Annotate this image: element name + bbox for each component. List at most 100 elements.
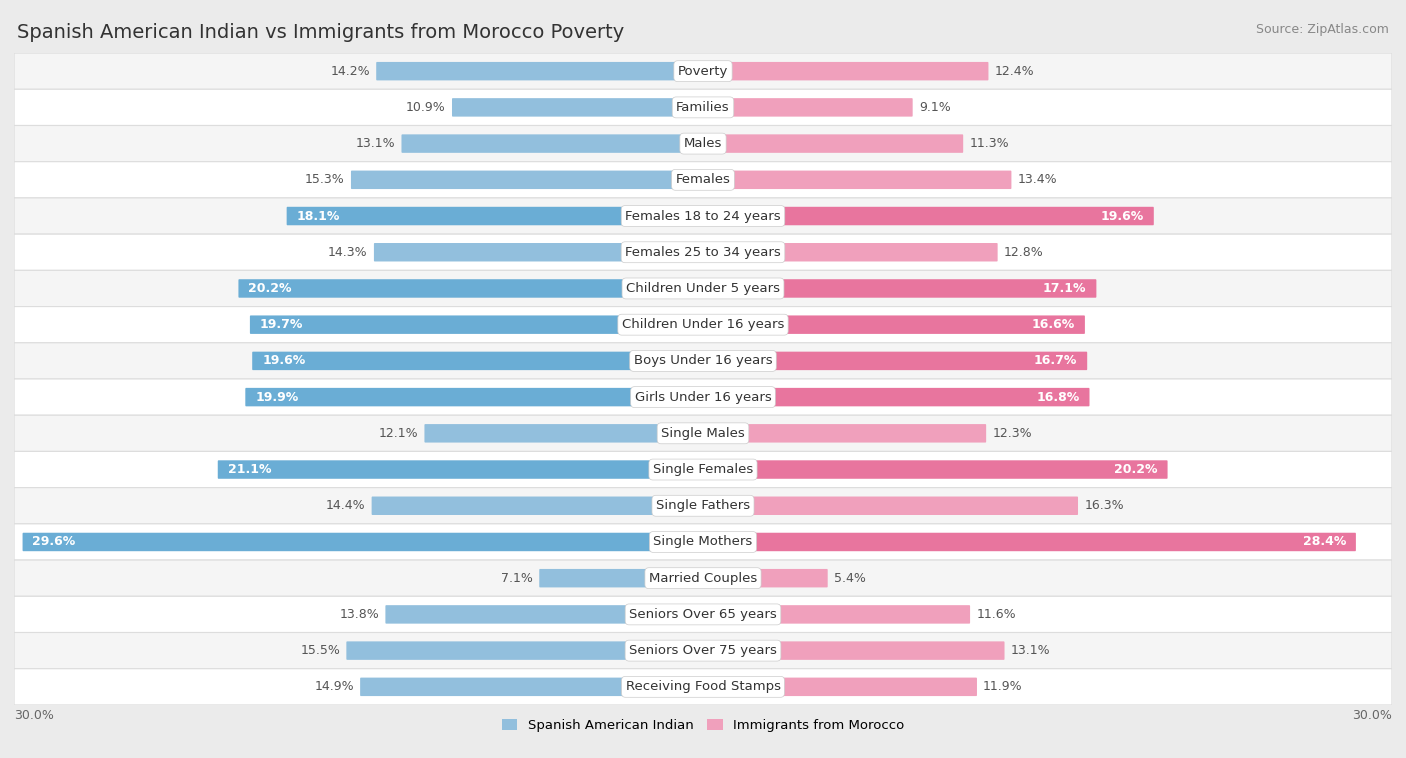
FancyBboxPatch shape bbox=[14, 415, 1392, 452]
FancyBboxPatch shape bbox=[703, 207, 1154, 225]
FancyBboxPatch shape bbox=[252, 352, 703, 370]
Text: Boys Under 16 years: Boys Under 16 years bbox=[634, 355, 772, 368]
FancyBboxPatch shape bbox=[703, 62, 988, 80]
FancyBboxPatch shape bbox=[14, 343, 1392, 379]
FancyBboxPatch shape bbox=[14, 560, 1392, 597]
FancyBboxPatch shape bbox=[703, 569, 828, 587]
FancyBboxPatch shape bbox=[14, 632, 1392, 669]
Text: 14.2%: 14.2% bbox=[330, 64, 370, 77]
FancyBboxPatch shape bbox=[703, 678, 977, 696]
Text: Seniors Over 65 years: Seniors Over 65 years bbox=[628, 608, 778, 621]
FancyBboxPatch shape bbox=[385, 605, 703, 624]
FancyBboxPatch shape bbox=[703, 98, 912, 117]
Text: 12.1%: 12.1% bbox=[378, 427, 418, 440]
Text: 28.4%: 28.4% bbox=[1302, 535, 1346, 549]
Text: 14.9%: 14.9% bbox=[315, 681, 354, 694]
FancyBboxPatch shape bbox=[14, 126, 1392, 161]
FancyBboxPatch shape bbox=[14, 53, 1392, 89]
Text: 17.1%: 17.1% bbox=[1043, 282, 1087, 295]
FancyBboxPatch shape bbox=[287, 207, 703, 225]
FancyBboxPatch shape bbox=[239, 279, 703, 298]
Text: Single Females: Single Females bbox=[652, 463, 754, 476]
Text: Families: Families bbox=[676, 101, 730, 114]
FancyBboxPatch shape bbox=[703, 641, 1004, 660]
FancyBboxPatch shape bbox=[402, 134, 703, 153]
Text: Single Fathers: Single Fathers bbox=[657, 500, 749, 512]
FancyBboxPatch shape bbox=[360, 678, 703, 696]
FancyBboxPatch shape bbox=[540, 569, 703, 587]
Text: 29.6%: 29.6% bbox=[32, 535, 76, 549]
Text: Children Under 16 years: Children Under 16 years bbox=[621, 318, 785, 331]
Text: 12.3%: 12.3% bbox=[993, 427, 1032, 440]
Text: 12.8%: 12.8% bbox=[1004, 246, 1043, 258]
FancyBboxPatch shape bbox=[451, 98, 703, 117]
FancyBboxPatch shape bbox=[703, 352, 1087, 370]
FancyBboxPatch shape bbox=[374, 243, 703, 262]
FancyBboxPatch shape bbox=[703, 460, 1167, 479]
Text: Males: Males bbox=[683, 137, 723, 150]
Text: 16.8%: 16.8% bbox=[1036, 390, 1080, 403]
FancyBboxPatch shape bbox=[14, 271, 1392, 306]
FancyBboxPatch shape bbox=[22, 533, 703, 551]
Text: 20.2%: 20.2% bbox=[1114, 463, 1157, 476]
FancyBboxPatch shape bbox=[703, 279, 1097, 298]
FancyBboxPatch shape bbox=[14, 198, 1392, 234]
FancyBboxPatch shape bbox=[377, 62, 703, 80]
Text: Source: ZipAtlas.com: Source: ZipAtlas.com bbox=[1256, 23, 1389, 36]
Text: Married Couples: Married Couples bbox=[650, 572, 756, 584]
FancyBboxPatch shape bbox=[703, 171, 1011, 189]
FancyBboxPatch shape bbox=[14, 379, 1392, 415]
Text: 12.4%: 12.4% bbox=[994, 64, 1035, 77]
Text: 7.1%: 7.1% bbox=[501, 572, 533, 584]
Text: 16.7%: 16.7% bbox=[1033, 355, 1077, 368]
FancyBboxPatch shape bbox=[14, 234, 1392, 271]
Text: 30.0%: 30.0% bbox=[1353, 709, 1392, 722]
Text: 14.3%: 14.3% bbox=[328, 246, 368, 258]
FancyBboxPatch shape bbox=[703, 496, 1078, 515]
Text: 21.1%: 21.1% bbox=[228, 463, 271, 476]
Text: 16.6%: 16.6% bbox=[1032, 318, 1076, 331]
FancyBboxPatch shape bbox=[14, 161, 1392, 198]
Text: Single Mothers: Single Mothers bbox=[654, 535, 752, 549]
Text: Females 18 to 24 years: Females 18 to 24 years bbox=[626, 209, 780, 223]
Text: Single Males: Single Males bbox=[661, 427, 745, 440]
Text: 14.4%: 14.4% bbox=[326, 500, 366, 512]
Text: 19.7%: 19.7% bbox=[260, 318, 304, 331]
FancyBboxPatch shape bbox=[703, 388, 1090, 406]
Text: 5.4%: 5.4% bbox=[834, 572, 866, 584]
Text: 9.1%: 9.1% bbox=[920, 101, 950, 114]
FancyBboxPatch shape bbox=[703, 134, 963, 153]
FancyBboxPatch shape bbox=[245, 388, 703, 406]
Text: 20.2%: 20.2% bbox=[249, 282, 292, 295]
FancyBboxPatch shape bbox=[371, 496, 703, 515]
Text: 19.6%: 19.6% bbox=[1101, 209, 1144, 223]
Text: Children Under 5 years: Children Under 5 years bbox=[626, 282, 780, 295]
FancyBboxPatch shape bbox=[703, 315, 1085, 334]
FancyBboxPatch shape bbox=[14, 306, 1392, 343]
Text: 10.9%: 10.9% bbox=[406, 101, 446, 114]
Text: 11.6%: 11.6% bbox=[976, 608, 1017, 621]
FancyBboxPatch shape bbox=[250, 315, 703, 334]
Text: 11.9%: 11.9% bbox=[983, 681, 1022, 694]
FancyBboxPatch shape bbox=[352, 171, 703, 189]
Text: Poverty: Poverty bbox=[678, 64, 728, 77]
Text: 15.3%: 15.3% bbox=[305, 174, 344, 186]
Text: 11.3%: 11.3% bbox=[969, 137, 1010, 150]
Text: Seniors Over 75 years: Seniors Over 75 years bbox=[628, 644, 778, 657]
FancyBboxPatch shape bbox=[703, 243, 998, 262]
FancyBboxPatch shape bbox=[14, 597, 1392, 632]
Text: Girls Under 16 years: Girls Under 16 years bbox=[634, 390, 772, 403]
FancyBboxPatch shape bbox=[425, 424, 703, 443]
Text: 18.1%: 18.1% bbox=[297, 209, 340, 223]
Text: 30.0%: 30.0% bbox=[14, 709, 53, 722]
Text: Receiving Food Stamps: Receiving Food Stamps bbox=[626, 681, 780, 694]
Text: Females 25 to 34 years: Females 25 to 34 years bbox=[626, 246, 780, 258]
Legend: Spanish American Indian, Immigrants from Morocco: Spanish American Indian, Immigrants from… bbox=[496, 714, 910, 738]
FancyBboxPatch shape bbox=[14, 452, 1392, 487]
Text: 19.9%: 19.9% bbox=[256, 390, 298, 403]
FancyBboxPatch shape bbox=[14, 524, 1392, 560]
Text: 16.3%: 16.3% bbox=[1084, 500, 1123, 512]
Text: Females: Females bbox=[675, 174, 731, 186]
FancyBboxPatch shape bbox=[14, 669, 1392, 705]
FancyBboxPatch shape bbox=[218, 460, 703, 479]
